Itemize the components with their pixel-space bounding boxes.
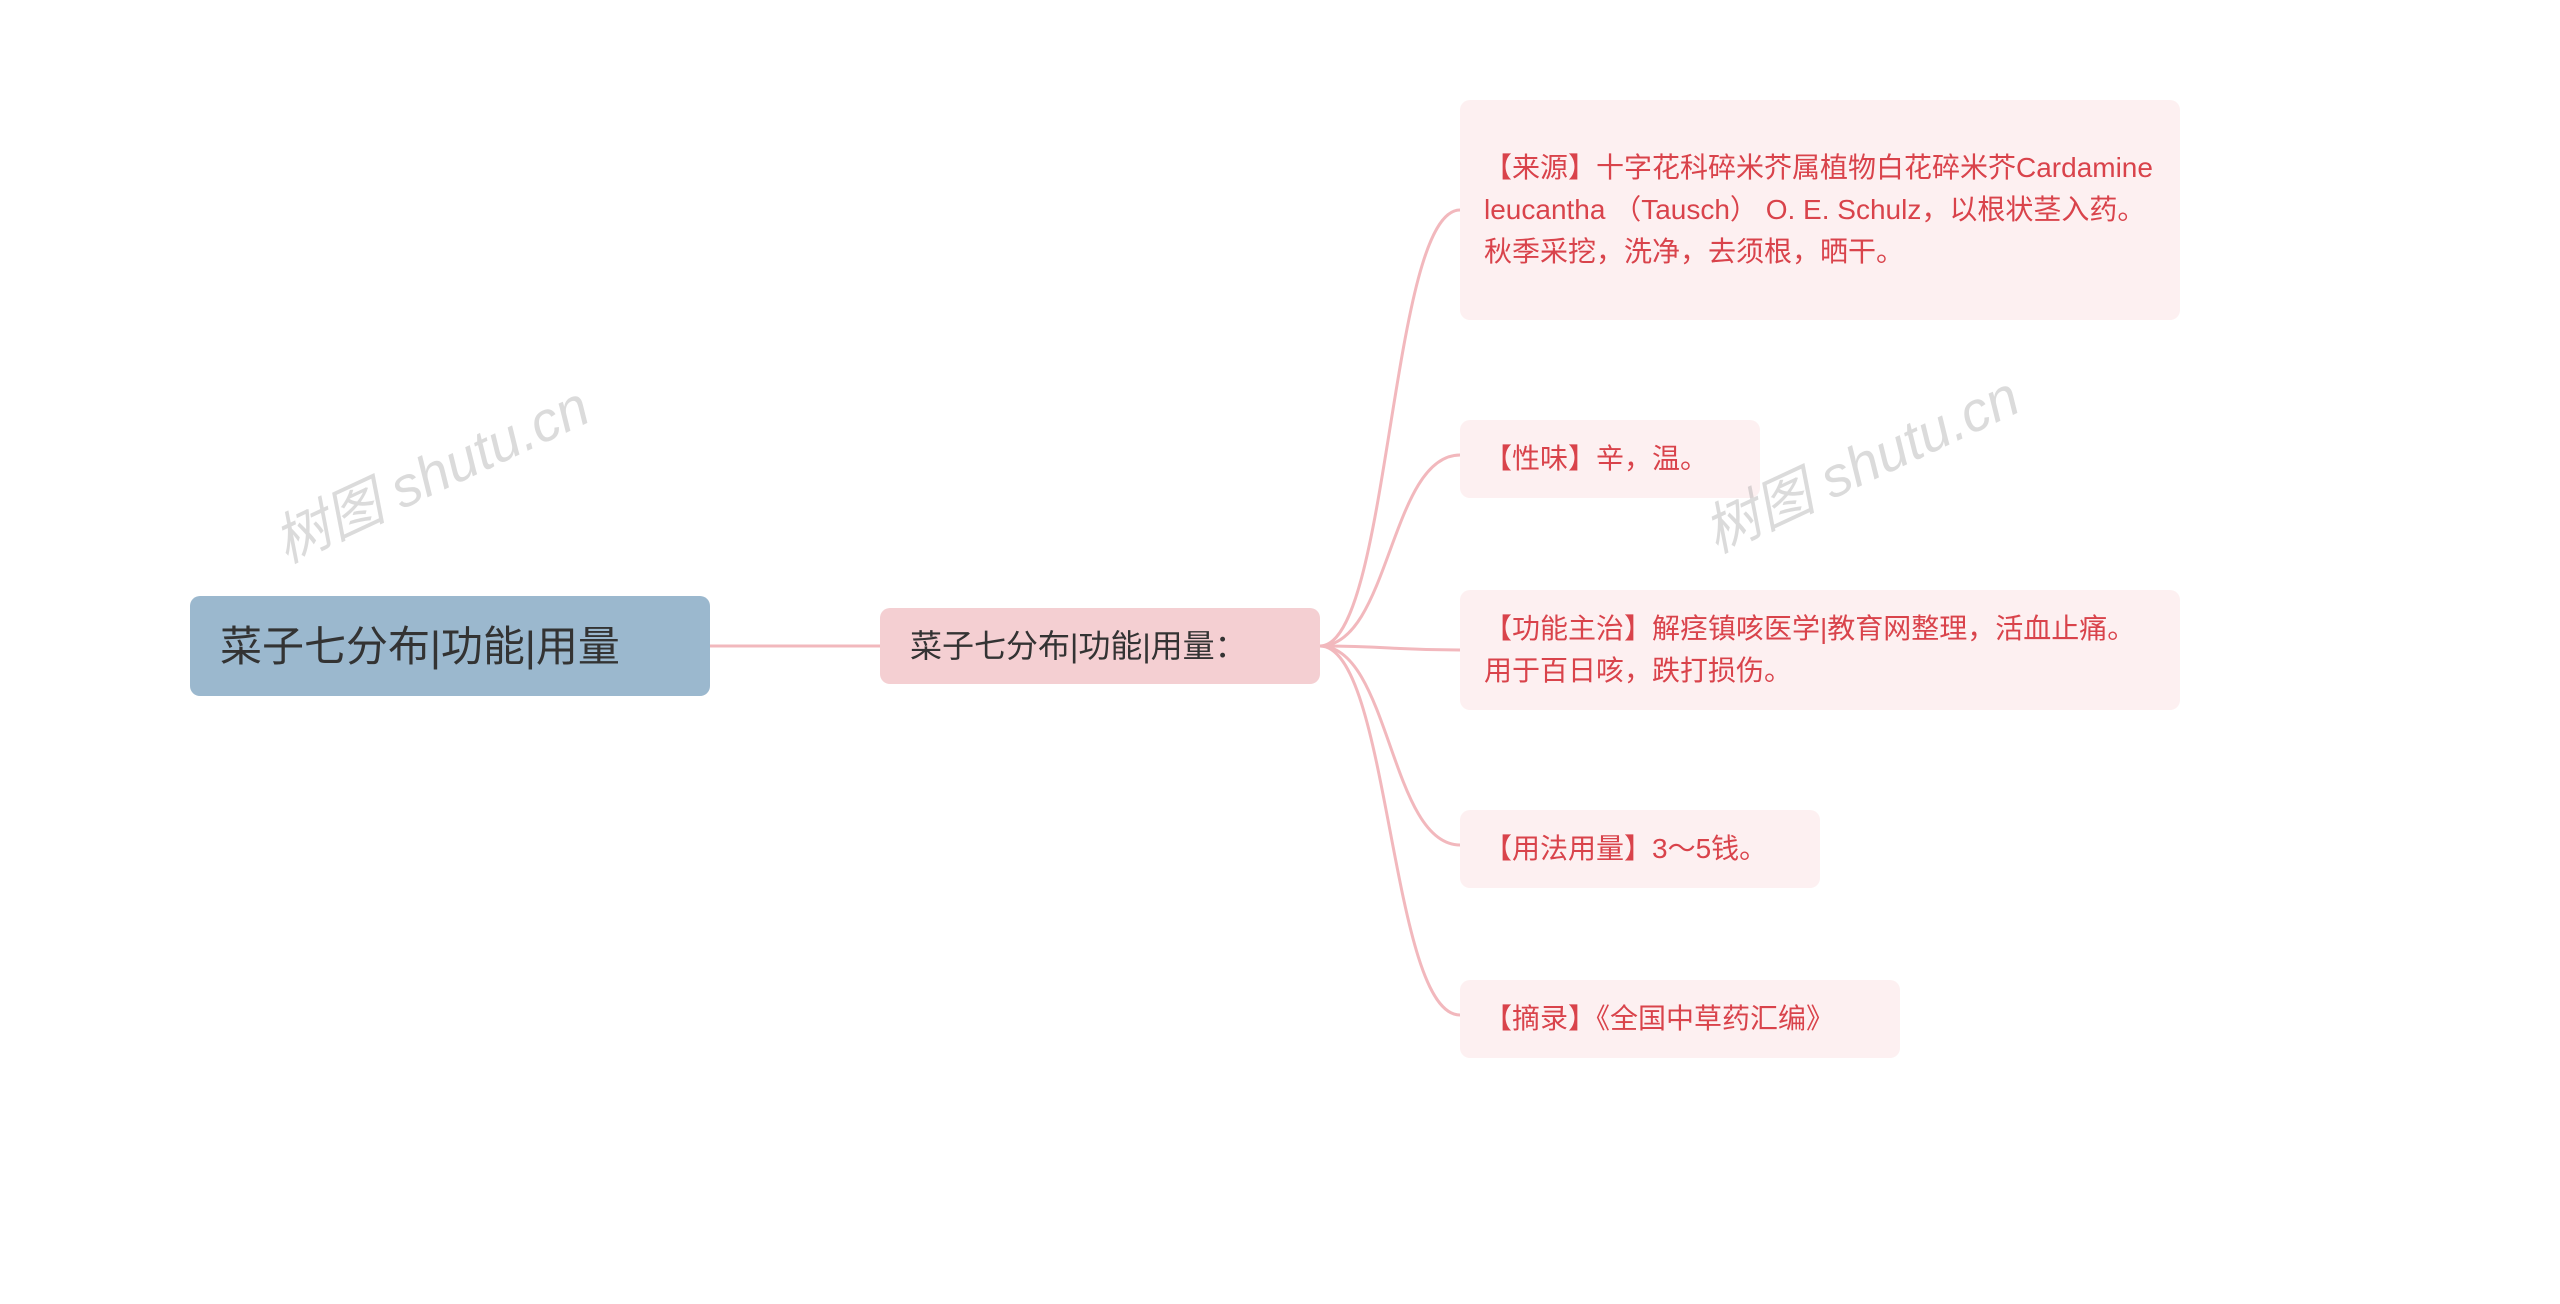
mindmap-canvas: 菜子七分布|功能|用量 菜子七分布|功能|用量： 【来源】十字花科碎米芥属植物白… <box>0 0 2560 1304</box>
leaf-node: 【摘录】《全国中草药汇编》 <box>1460 980 1900 1058</box>
leaf-node: 【来源】十字花科碎米芥属植物白花碎米芥Cardamine leucantha （… <box>1460 100 2180 320</box>
leaf-label: 【来源】十字花科碎米芥属植物白花碎米芥Cardamine leucantha （… <box>1484 147 2156 273</box>
leaf-label: 【摘录】《全国中草药汇编》 <box>1484 998 1834 1040</box>
leaf-label: 【用法用量】3～5钱。 <box>1484 828 1767 870</box>
level2-node: 菜子七分布|功能|用量： <box>880 608 1320 684</box>
leaf-label: 【性味】辛，温。 <box>1484 438 1708 480</box>
root-node: 菜子七分布|功能|用量 <box>190 596 710 696</box>
leaf-node: 【用法用量】3～5钱。 <box>1460 810 1820 888</box>
leaf-node: 【性味】辛，温。 <box>1460 420 1760 498</box>
level2-label: 菜子七分布|功能|用量： <box>910 622 1247 670</box>
leaf-label: 【功能主治】解痉镇咳医学|教育网整理，活血止痛。用于百日咳，跌打损伤。 <box>1484 608 2156 692</box>
watermark-text: 树图 shutu.cn <box>259 362 601 579</box>
leaf-node: 【功能主治】解痉镇咳医学|教育网整理，活血止痛。用于百日咳，跌打损伤。 <box>1460 590 2180 710</box>
root-label: 菜子七分布|功能|用量 <box>220 615 620 678</box>
